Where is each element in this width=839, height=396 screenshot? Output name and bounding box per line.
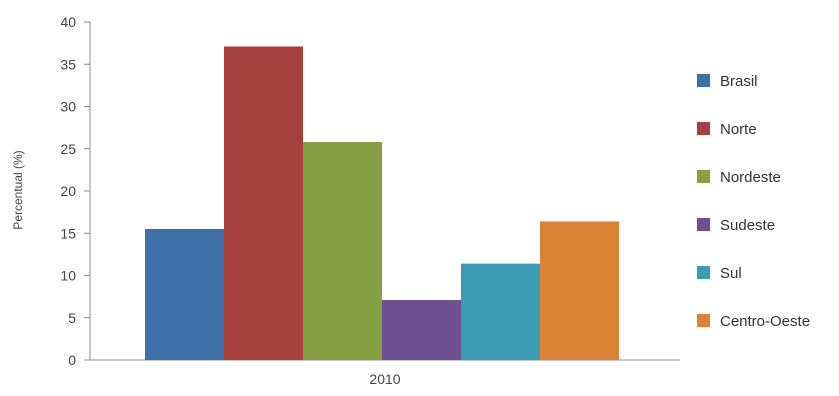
- legend-label: Norte: [720, 121, 757, 138]
- x-category-label: 2010: [369, 371, 400, 387]
- legend: Brasil Norte Nordeste Sudeste Sul Centro-Oest…: [697, 73, 810, 330]
- legend-label: Nordeste: [720, 169, 781, 186]
- y-tick-label: 40: [60, 14, 76, 30]
- legend-swatch: [697, 266, 710, 279]
- bar-centro-oeste: [540, 221, 619, 360]
- y-tick-label: 5: [68, 310, 76, 326]
- y-axis-label: Percentual (%): [11, 150, 25, 229]
- y-axis-ticks: 0 5 10 15 20 25 30 35 40: [60, 14, 90, 368]
- y-tick-label: 35: [60, 56, 76, 72]
- legend-swatch: [697, 314, 710, 327]
- legend-label: Brasil: [720, 73, 758, 90]
- bars: [145, 46, 619, 360]
- legend-swatch: [697, 122, 710, 135]
- y-tick-label: 10: [60, 268, 76, 284]
- bar-sudeste: [382, 300, 461, 360]
- legend-label: Sudeste: [720, 217, 775, 234]
- y-tick-label: 0: [68, 352, 76, 368]
- legend-swatch: [697, 170, 710, 183]
- legend-swatch: [697, 218, 710, 231]
- y-tick-label: 20: [60, 183, 76, 199]
- y-tick-label: 25: [60, 141, 76, 157]
- legend-swatch: [697, 74, 710, 87]
- bar-brasil: [145, 229, 224, 360]
- y-tick-label: 30: [60, 99, 76, 115]
- y-tick-label: 15: [60, 225, 76, 241]
- legend-label: Sul: [720, 265, 742, 282]
- bar-sul: [461, 263, 540, 360]
- legend-label: Centro-Oeste: [720, 313, 810, 330]
- bar-nordeste: [303, 141, 382, 360]
- bar-norte: [224, 46, 303, 360]
